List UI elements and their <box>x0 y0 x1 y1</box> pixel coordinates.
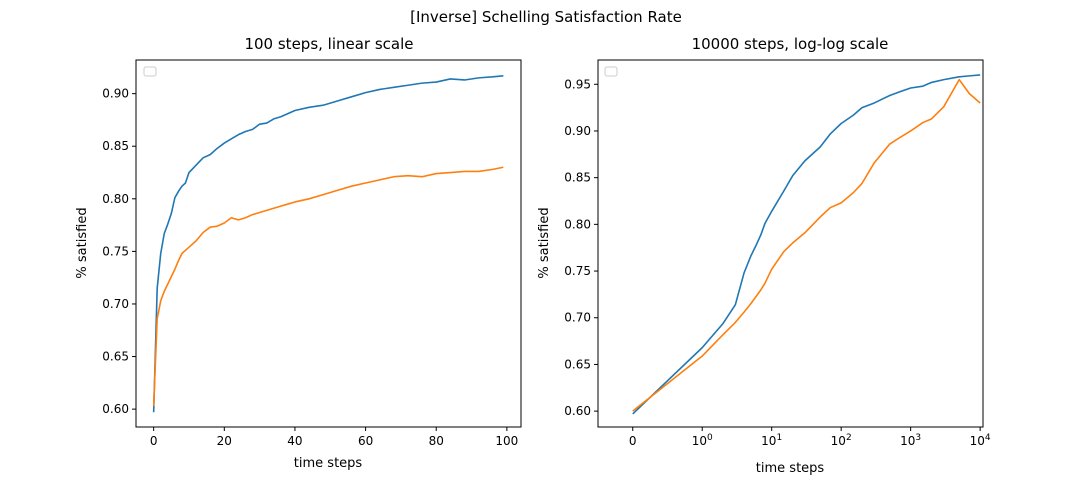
series-line-1 <box>632 74 981 415</box>
chart-panel-linear: 100 steps, linear scale time steps % sat… <box>75 35 522 471</box>
x-tick-label: 0 <box>629 434 637 448</box>
chart-1-axes-frame <box>135 59 522 428</box>
chart-1-series <box>152 74 504 413</box>
y-tick-label: 0.65 <box>102 350 129 364</box>
y-tick-label: 0.85 <box>102 139 129 153</box>
chart-2-title: 10000 steps, log-log scale <box>692 35 889 53</box>
x-tick-label: 100 <box>495 434 518 448</box>
x-tick-label: 60 <box>358 434 373 448</box>
y-tick-label: 0.70 <box>102 297 129 311</box>
y-tick-label: 0.90 <box>102 87 129 101</box>
series-line-1 <box>152 74 504 413</box>
y-tick-label: 0.90 <box>564 124 591 138</box>
chart-2-ticks: 0 100 101 102 103 1040.600.650.700.750.800.85… <box>564 77 991 448</box>
y-tick-label: 0.70 <box>564 311 591 325</box>
chart-2-series <box>632 74 981 415</box>
chart-1-ticks: 0 20 40 60 80 100 0.60 0.65 0.70 0.75 0.80 0.85 0.90 <box>102 87 518 448</box>
chart-1-xlabel: time steps <box>294 456 363 471</box>
chart-1-ylabel: % satisfied <box>75 207 90 278</box>
x-tick-label: 80 <box>429 434 444 448</box>
y-tick-label: 0.60 <box>102 402 129 416</box>
series-line-2 <box>152 166 504 407</box>
chart-2-xlabel: time steps <box>756 461 825 476</box>
y-tick-label: 0.75 <box>102 244 129 258</box>
y-tick-label: 0.75 <box>564 264 591 278</box>
x-tick-label: 20 <box>217 434 232 448</box>
chart-2-ylabel: % satisfied <box>537 207 552 278</box>
x-tick-label: 0 <box>150 434 158 448</box>
y-tick-label: 0.95 <box>564 77 591 91</box>
y-tick-label: 0.65 <box>564 357 591 371</box>
chart-1-legend <box>143 66 157 77</box>
chart-1-title: 100 steps, linear scale <box>244 35 413 53</box>
chart-2-legend <box>604 66 618 77</box>
figure-suptitle: [Inverse] Schelling Satisfaction Rate <box>410 8 682 26</box>
chart-2-axes-frame <box>597 59 984 428</box>
y-tick-label: 0.80 <box>102 192 129 206</box>
x-tick-label: 40 <box>287 434 302 448</box>
y-tick-label: 0.80 <box>564 217 591 231</box>
y-tick-label: 0.85 <box>564 171 591 185</box>
y-tick-label: 0.60 <box>564 404 591 418</box>
series-line-2 <box>632 78 981 412</box>
chart-panel-loglog: 10000 steps, log-log scale time steps % … <box>537 35 991 476</box>
